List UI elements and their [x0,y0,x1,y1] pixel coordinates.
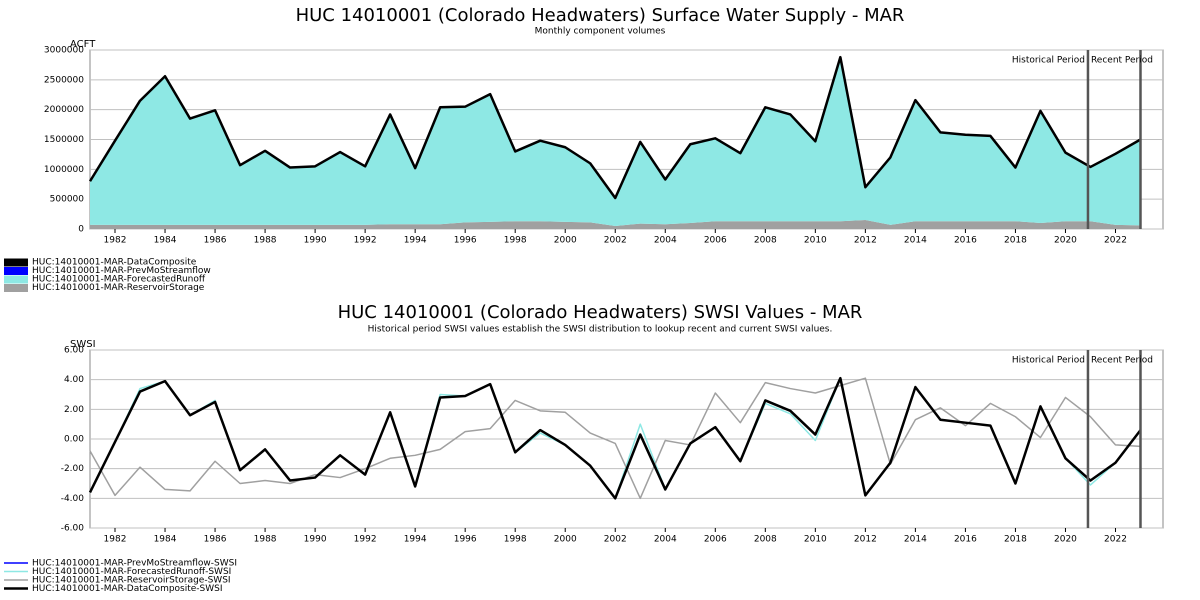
y-tick-label: 1000000 [44,165,84,175]
x-tick-label: 2012 [854,236,877,246]
y-tick-label: 6.00 [64,346,84,356]
x-tick-label: 1994 [404,535,427,545]
x-tick-label: 1992 [354,535,377,545]
y-tick-label: 500000 [50,195,85,205]
x-tick-label: 1992 [354,236,377,246]
x-tick-label: 1996 [454,535,477,545]
y-tick-label: -6.00 [61,524,85,534]
x-tick-label: 2008 [754,236,777,246]
legend-label: HUC:14010001-MAR-ReservoirStorage [32,283,205,293]
annotation: Historical Period [1012,356,1085,366]
y-axis-label: SWSI [70,339,96,350]
chart-subtitle: Monthly component volumes [535,27,666,37]
y-tick-label: 2.00 [64,405,84,415]
x-tick-label: 2000 [554,236,577,246]
x-tick-label: 2002 [604,535,627,545]
y-tick-label: 2500000 [44,75,84,85]
legend-swatch [4,284,28,292]
x-tick-label: 1988 [254,236,277,246]
x-tick-label: 2012 [854,535,877,545]
chart-title: HUC 14010001 (Colorado Headwaters) SWSI … [338,302,863,323]
legend-label: HUC:14010001-MAR-ReservoirStorage-SWSI [32,576,231,586]
series-line [88,376,1142,500]
x-tick-label: 2022 [1104,236,1127,246]
x-tick-label: 1998 [504,236,527,246]
x-tick-label: 2020 [1054,535,1077,545]
y-tick-label: -4.00 [61,494,85,504]
legend-label: HUC:14010001-MAR-ForecastedRunoff [32,275,206,285]
x-tick-label: 1986 [204,535,227,545]
y-tick-label: 0.00 [64,435,84,445]
x-tick-label: 2014 [904,535,927,545]
x-tick-label: 2004 [654,535,677,545]
legend-swatch [4,258,28,267]
annotation: Recent Period [1091,56,1153,66]
x-tick-label: 1982 [104,236,127,246]
x-tick-label: 1990 [304,535,327,545]
y-tick-label: 0 [78,225,84,235]
x-tick-label: 2016 [954,535,977,545]
x-tick-label: 2020 [1054,236,1077,246]
x-tick-label: 2016 [954,236,977,246]
y-tick-label: 4.00 [64,375,84,385]
legend-label: HUC:14010001-MAR-PrevMoStreamflow-SWSI [32,559,237,569]
y-tick-label: 1500000 [44,135,84,145]
x-tick-label: 1996 [454,236,477,246]
x-tick-label: 2014 [904,236,927,246]
x-tick-label: 1994 [404,236,427,246]
x-tick-label: 1990 [304,236,327,246]
x-tick-label: 2006 [704,236,727,246]
legend-label: HUC:14010001-MAR-DataComposite-SWSI [32,584,223,594]
y-tick-label: -2.00 [61,464,85,474]
x-tick-label: 1984 [154,535,177,545]
x-tick-label: 2006 [704,535,727,545]
x-tick-label: 2018 [1004,535,1027,545]
x-tick-label: 2010 [804,535,827,545]
y-tick-label: 2000000 [44,105,84,115]
x-tick-label: 2002 [604,236,627,246]
chart-title: HUC 14010001 (Colorado Headwaters) Surfa… [296,5,905,26]
series-line [88,55,1142,200]
x-tick-label: 1986 [204,236,227,246]
legend-swatch [4,275,28,284]
x-tick-label: 2010 [804,236,827,246]
legend-label: HUC:14010001-MAR-ForecastedRunoff-SWSI [32,567,231,577]
x-tick-label: 2018 [1004,236,1027,246]
x-tick-label: 1982 [104,535,127,545]
x-tick-label: 2004 [654,236,677,246]
y-axis-label: ACFT [70,39,96,50]
x-tick-label: 2008 [754,535,777,545]
annotation: Recent Period [1091,356,1153,366]
x-tick-label: 1988 [254,535,277,545]
area [90,220,1141,229]
x-tick-label: 1998 [504,535,527,545]
legend-swatch [4,267,28,275]
y-tick-label: 3000000 [44,46,84,56]
legend-label: HUC:14010001-MAR-DataComposite [32,258,197,268]
x-tick-label: 1984 [154,236,177,246]
x-tick-label: 2022 [1104,535,1127,545]
series-line [89,377,1141,500]
x-tick-label: 2000 [554,535,577,545]
annotation: Historical Period [1012,56,1085,66]
legend-label: HUC:14010001-MAR-PrevMoStreamflow [32,266,211,276]
area [90,57,1141,227]
chart-subtitle: Historical period SWSI values establish … [368,325,833,335]
